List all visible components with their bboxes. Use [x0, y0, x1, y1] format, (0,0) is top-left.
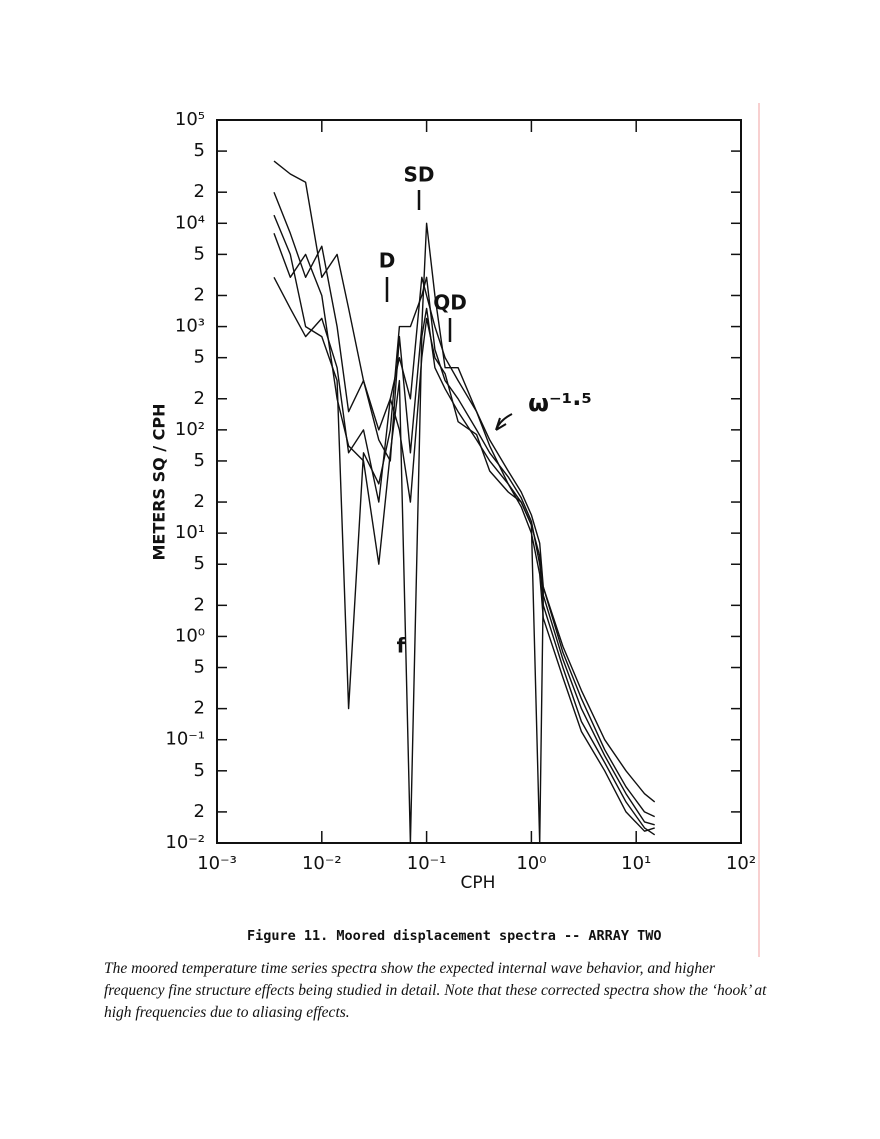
y-tick-label: 10¹	[175, 522, 205, 543]
y-tick-label: 10⁰	[175, 625, 205, 646]
y-tick-label: 2	[194, 388, 205, 409]
y-tick-label: 2	[194, 801, 205, 822]
x-tick-label: 10¹	[621, 853, 651, 874]
annotation: SD	[403, 163, 434, 187]
figure-caption: Figure 11. Moored displacement spectra -…	[247, 928, 662, 944]
spectrum-line	[273, 214, 655, 826]
x-tick-label: 10⁻²	[302, 853, 342, 874]
y-tick-label: 5	[194, 760, 205, 781]
y-tick-label: 5	[194, 347, 205, 368]
y-tick-label: 5	[194, 140, 205, 161]
x-tick-label: 10⁻¹	[407, 853, 447, 874]
annotation-arrow	[495, 413, 513, 431]
y-tick-label: 5	[194, 657, 205, 678]
spectrum-line	[273, 160, 656, 803]
y-tick-label: 5	[194, 553, 205, 574]
y-axis-label: METERS SQ / CPH	[150, 403, 169, 560]
y-tick-label: 2	[194, 284, 205, 305]
y-tick-label: 2	[194, 181, 205, 202]
y-tick-label: 2	[194, 698, 205, 719]
annotation: D	[379, 249, 396, 273]
x-tick-label: 10⁻³	[197, 853, 237, 874]
spectrum-line	[273, 276, 655, 844]
annotation: QD	[433, 291, 467, 315]
annotation: ω⁻¹·⁵	[528, 389, 592, 417]
y-tick-label: 10²	[175, 419, 205, 440]
spectrum-line	[273, 191, 656, 836]
x-axis-label: CPH	[461, 873, 496, 893]
y-tick-label: 5	[194, 243, 205, 264]
caption-paragraph: The moored temperature time series spect…	[104, 960, 767, 1021]
y-tick-label: 10⁻²	[165, 832, 205, 853]
y-tick-label: 2	[194, 491, 205, 512]
y-tick-label: 2	[194, 594, 205, 615]
x-tick-label: 10⁰	[516, 853, 546, 874]
plot-frame	[216, 119, 742, 844]
y-tick-label: 10⁵	[175, 109, 205, 130]
y-tick-label: 10³	[175, 316, 205, 337]
y-tick-label: 10⁴	[175, 212, 205, 233]
annotation: f	[397, 634, 406, 658]
x-tick-label: 10²	[726, 853, 756, 874]
y-tick-label: 10⁻¹	[165, 729, 205, 750]
spectrum-line	[273, 233, 655, 844]
y-tick-label: 5	[194, 450, 205, 471]
